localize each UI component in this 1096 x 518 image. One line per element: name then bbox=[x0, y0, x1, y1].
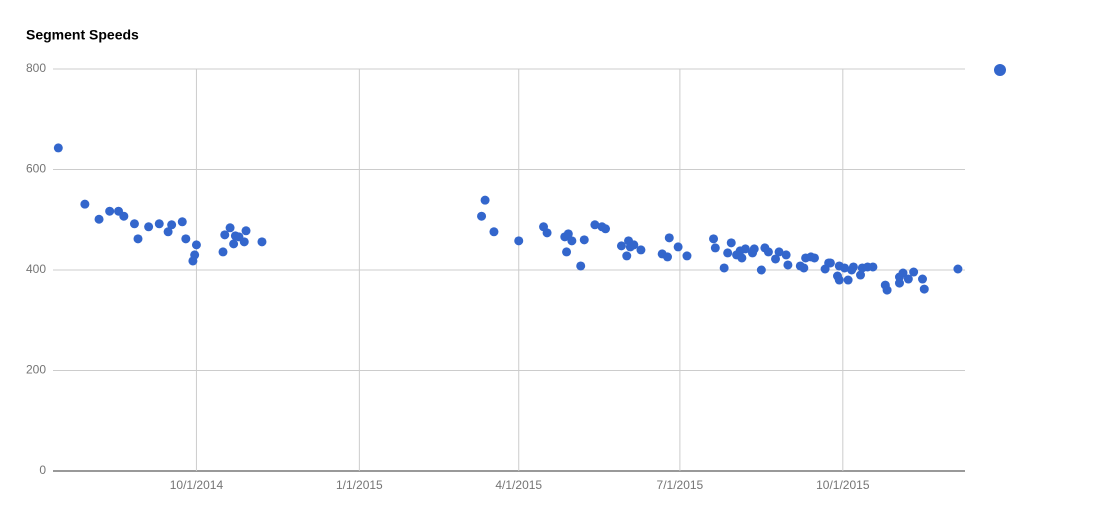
point bbox=[163, 227, 173, 237]
point bbox=[848, 262, 858, 272]
point bbox=[771, 254, 781, 264]
point bbox=[953, 264, 963, 274]
point bbox=[917, 274, 927, 284]
x-tick-label: 1/1/2015 bbox=[336, 478, 383, 492]
point bbox=[220, 230, 230, 240]
point bbox=[709, 234, 719, 244]
y-tick-label: 400 bbox=[26, 262, 46, 276]
point bbox=[868, 262, 878, 272]
point bbox=[783, 260, 793, 270]
point bbox=[825, 258, 835, 268]
point bbox=[740, 244, 750, 254]
point bbox=[840, 263, 850, 273]
point bbox=[909, 267, 919, 277]
point bbox=[799, 263, 809, 273]
point bbox=[719, 263, 729, 273]
y-tick-label: 600 bbox=[26, 162, 46, 176]
point bbox=[629, 240, 639, 250]
point bbox=[834, 275, 844, 285]
point bbox=[737, 253, 747, 263]
point bbox=[177, 217, 187, 227]
point bbox=[225, 223, 235, 233]
point bbox=[756, 265, 766, 275]
chart-title: Segment Speeds bbox=[26, 27, 139, 43]
point bbox=[480, 195, 490, 205]
point bbox=[53, 143, 63, 153]
point bbox=[664, 233, 674, 243]
point bbox=[144, 222, 154, 232]
point bbox=[167, 220, 177, 230]
point bbox=[191, 240, 201, 250]
point bbox=[856, 270, 866, 280]
point bbox=[567, 236, 577, 246]
x-tick-label: 4/1/2015 bbox=[495, 478, 542, 492]
legend-marker bbox=[994, 64, 1006, 76]
point bbox=[636, 245, 646, 255]
point bbox=[781, 250, 791, 260]
point bbox=[129, 219, 139, 229]
x-tick-label: 10/1/2014 bbox=[170, 478, 224, 492]
point bbox=[579, 235, 589, 245]
point bbox=[94, 214, 104, 224]
y-tick-label: 800 bbox=[26, 61, 46, 75]
point bbox=[241, 226, 251, 236]
point bbox=[673, 242, 683, 252]
point bbox=[80, 199, 90, 209]
point bbox=[218, 247, 228, 257]
point bbox=[763, 247, 773, 257]
point bbox=[576, 261, 586, 271]
point bbox=[749, 244, 759, 254]
point bbox=[622, 251, 632, 261]
point bbox=[590, 220, 600, 230]
point bbox=[563, 229, 573, 239]
point bbox=[133, 234, 143, 244]
point bbox=[477, 211, 487, 221]
point bbox=[723, 248, 733, 258]
point bbox=[489, 227, 499, 237]
point bbox=[682, 251, 692, 261]
point bbox=[229, 239, 239, 249]
point bbox=[542, 228, 552, 238]
point bbox=[710, 243, 720, 253]
point bbox=[119, 211, 129, 221]
point bbox=[662, 252, 672, 262]
point bbox=[726, 238, 736, 248]
point bbox=[514, 236, 524, 246]
point bbox=[809, 253, 819, 263]
point bbox=[257, 237, 267, 247]
x-tick-label: 7/1/2015 bbox=[657, 478, 704, 492]
point bbox=[601, 224, 611, 234]
point bbox=[181, 234, 191, 244]
point bbox=[919, 284, 929, 294]
point bbox=[882, 285, 892, 295]
point bbox=[562, 247, 572, 257]
point bbox=[239, 237, 249, 247]
point bbox=[843, 275, 853, 285]
y-tick-label: 200 bbox=[26, 363, 46, 377]
point bbox=[190, 250, 200, 260]
point bbox=[105, 206, 115, 216]
point bbox=[774, 247, 784, 257]
y-tick-label: 0 bbox=[39, 463, 46, 477]
point bbox=[154, 219, 164, 229]
point bbox=[616, 241, 626, 251]
point bbox=[898, 268, 908, 278]
point bbox=[903, 274, 913, 284]
point bbox=[894, 278, 904, 288]
x-tick-label: 10/1/2015 bbox=[816, 478, 870, 492]
